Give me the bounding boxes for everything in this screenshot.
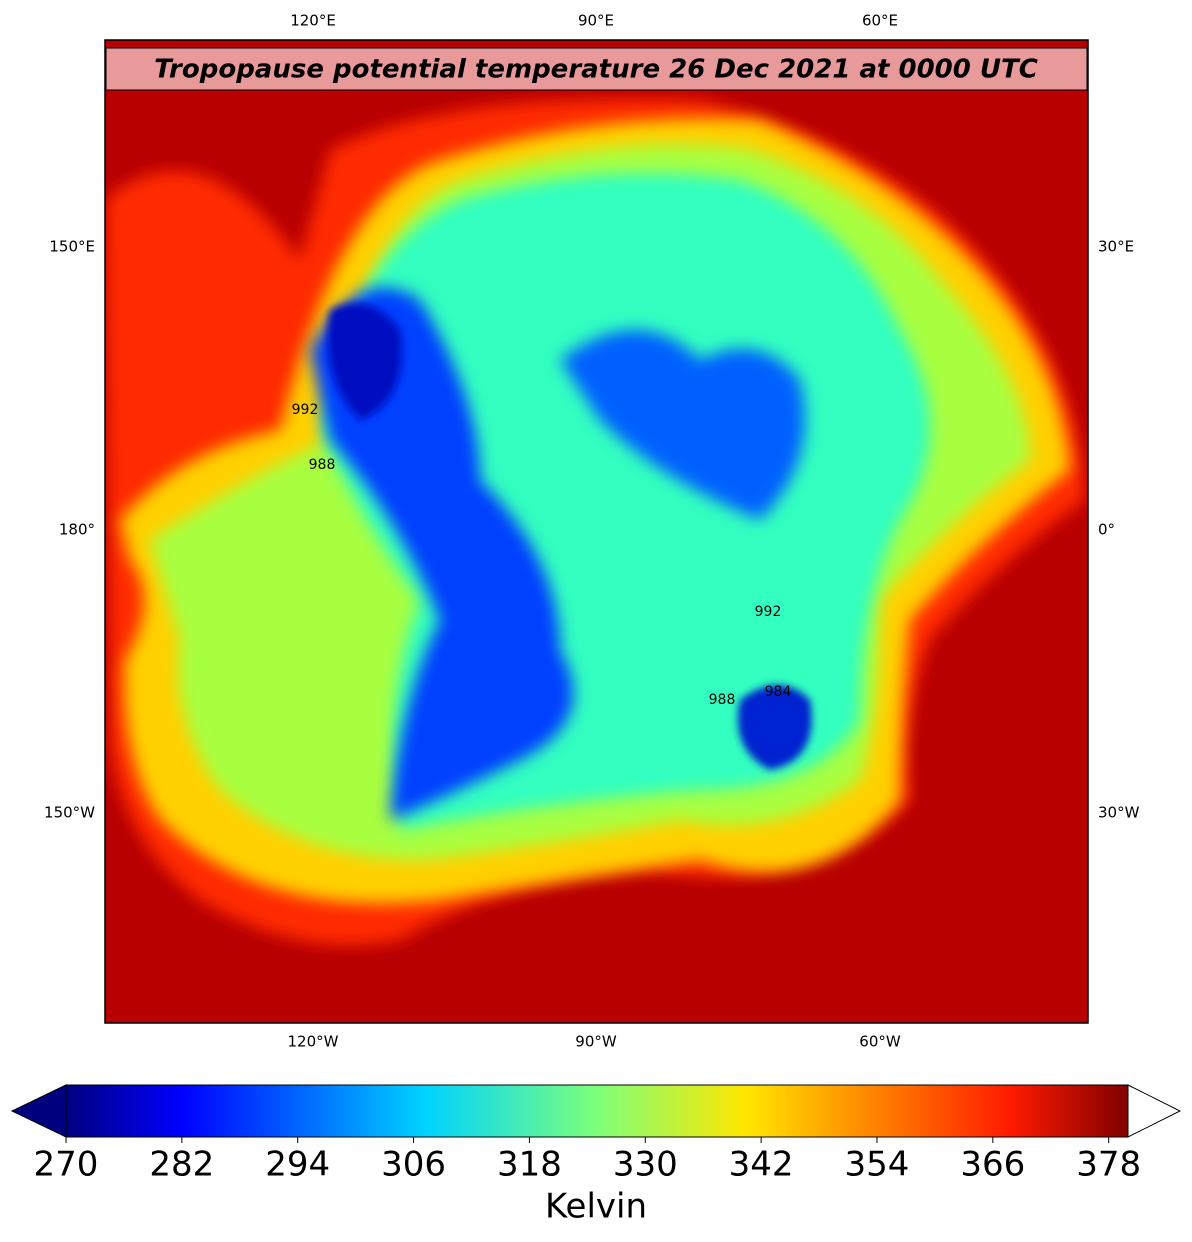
lon-label-bottom: 120°W [288,1033,339,1051]
colorbar-tick-label: 330 [613,1145,678,1185]
title-box [105,47,1088,91]
colorbar-tick-label: 366 [960,1145,1025,1185]
colorbar-label: Kelvin [545,1187,647,1227]
lon-label-top: 120°E [290,12,336,30]
lon-label-top: 60°E [862,12,898,30]
lon-label-right: 30°E [1098,238,1134,256]
contour-label: 988 [709,692,736,708]
lon-label-left: 180° [59,521,95,539]
lon-label-top: 90°E [578,12,614,30]
lon-label-bottom: 60°W [859,1033,901,1051]
colorbar-tick-label: 270 [34,1145,99,1185]
lon-label-left: 150°W [44,804,95,822]
colorbar-extend-high [1127,1084,1182,1138]
colorbar-tick-label: 354 [845,1145,910,1185]
contour-label: 984 [765,684,792,700]
colorbar-tick-label: 306 [381,1145,446,1185]
colorbar-tick-label: 342 [729,1145,794,1185]
map-field [105,40,1088,1023]
colorbar-tick-label: 378 [1076,1145,1141,1185]
contour-label: 988 [309,457,336,473]
colorbar-tick-label: 318 [497,1145,562,1185]
lon-label-right: 30°W [1098,804,1140,822]
lon-label-right: 0° [1098,521,1115,539]
colorbar-extend-low [10,1084,67,1138]
contour-label: 992 [292,402,319,418]
lon-label-bottom: 90°W [575,1033,617,1051]
map-frame [104,39,1089,1024]
contour-label: 992 [755,604,782,620]
colorbar-frame [65,1084,1129,1138]
map-title: Tropopause potential temperature 26 Dec … [154,55,1038,85]
colorbar-fill [66,1085,1128,1137]
lon-label-left: 150°E [49,238,95,256]
colorbar-tick-label: 294 [265,1145,330,1185]
colorbar-tick-label: 282 [149,1145,214,1185]
